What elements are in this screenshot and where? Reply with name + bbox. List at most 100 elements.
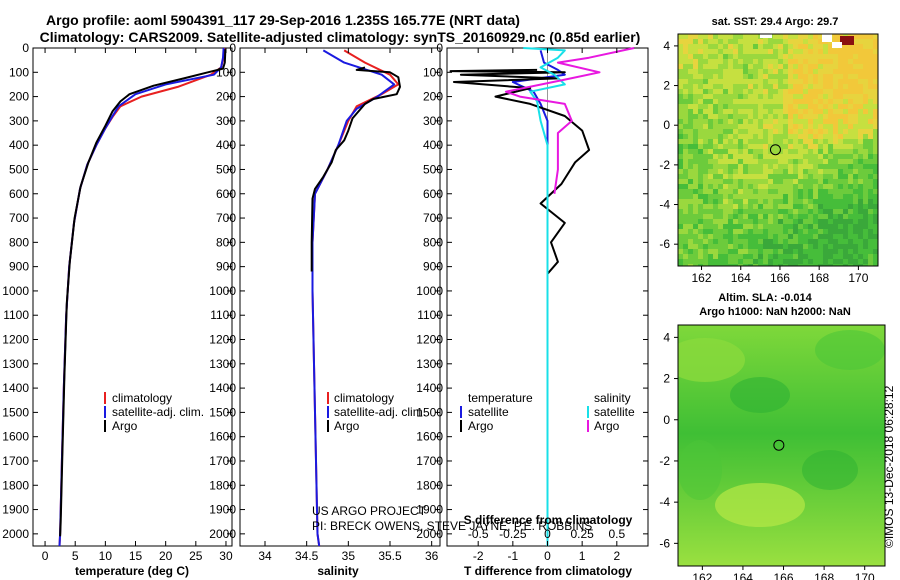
- sst-cell: [798, 154, 804, 160]
- sst-cell: [743, 149, 749, 155]
- sst-cell: [738, 194, 744, 200]
- sst-cell: [738, 64, 744, 70]
- sst-cell: [838, 184, 844, 190]
- sst-cell: [733, 114, 739, 120]
- sst-cell: [683, 94, 689, 100]
- sst-cell: [843, 54, 849, 60]
- sst-cell: [748, 44, 754, 50]
- sst-cell: [703, 259, 709, 265]
- sst-cell: [728, 169, 734, 175]
- sla-argo-position-marker: [773, 439, 785, 451]
- sst-cell: [828, 99, 834, 105]
- sst-cell: [778, 244, 784, 250]
- sst-cell: [768, 164, 774, 170]
- sst-cell: [873, 249, 878, 255]
- sst-cell: [863, 44, 869, 50]
- sst-cell: [703, 184, 709, 190]
- sst-cell: [803, 199, 809, 205]
- sst-cell: [678, 204, 684, 210]
- sst-cell: [868, 189, 874, 195]
- sst-cell: [733, 149, 739, 155]
- sst-cell: [798, 244, 804, 250]
- sst-cell: [778, 134, 784, 140]
- sst-cell: [848, 244, 854, 250]
- sst-cell: [723, 159, 729, 165]
- difference-x-ticks: -2 -1 0 1 2-0.5 -0.25 0 0.25 0.5: [468, 48, 625, 563]
- sst-cell: [688, 204, 694, 210]
- sst-cell: [783, 69, 789, 75]
- y-tick-label: 700: [423, 211, 443, 225]
- sst-cell: [713, 259, 719, 265]
- difference-y-ticks: 0100200300400500600700800900100011001200…: [416, 41, 648, 541]
- sst-cell: [848, 144, 854, 150]
- sst-cell: [858, 179, 864, 185]
- sst-cell: [808, 184, 814, 190]
- sst-cell: [748, 69, 754, 75]
- sst-cell: [873, 64, 878, 70]
- sst-cell: [848, 134, 854, 140]
- sst-cell: [758, 219, 764, 225]
- sst-cell: [753, 214, 759, 220]
- sst-cell: [868, 94, 874, 100]
- sst-cell: [773, 54, 779, 60]
- sst-cell: [803, 159, 809, 165]
- sst-cell: [803, 104, 809, 110]
- sst-cell: [718, 104, 724, 110]
- sst-cell: [743, 259, 749, 265]
- sst-cell: [753, 94, 759, 100]
- sst-cell: [683, 204, 689, 210]
- sst-cell: [688, 114, 694, 120]
- sst-cell: [778, 234, 784, 240]
- sst-cell: [858, 259, 864, 265]
- sst-cell: [723, 139, 729, 145]
- sst-cell: [848, 84, 854, 90]
- sst-cell: [818, 84, 824, 90]
- sst-cell: [843, 139, 849, 145]
- sst-cell: [693, 264, 699, 266]
- sst-cell: [728, 94, 734, 100]
- sst-cell: [758, 254, 764, 260]
- sst-cell: [808, 154, 814, 160]
- sst-cell: [853, 249, 859, 255]
- map-y-tick-label: 0: [663, 413, 670, 427]
- sst-cell: [773, 99, 779, 105]
- sst-cell: [803, 134, 809, 140]
- sst-cell: [838, 209, 844, 215]
- sst-cell: [818, 54, 824, 60]
- sst-cell: [868, 124, 874, 130]
- sst-cell: [818, 134, 824, 140]
- sst-cell: [808, 69, 814, 75]
- y-tick-label: 200: [216, 90, 236, 104]
- sst-cell: [733, 169, 739, 175]
- sst-cell: [688, 224, 694, 230]
- sst-cell: [713, 144, 719, 150]
- sst-cell: [718, 79, 724, 85]
- legend-argo: Argo: [334, 419, 360, 433]
- sst-cell: [698, 219, 704, 225]
- sst-cell: [748, 249, 754, 255]
- sst-cell: [818, 204, 824, 210]
- legend-satellite: satellite-adj. clim.: [334, 405, 426, 419]
- sst-cell: [713, 264, 719, 266]
- sst-cell: [733, 49, 739, 55]
- sst-cell: [758, 139, 764, 145]
- sst-cell: [873, 109, 878, 115]
- sst-cell: [723, 109, 729, 115]
- sst-cell: [688, 124, 694, 130]
- sst-cell: [798, 199, 804, 205]
- sst-cell: [803, 189, 809, 195]
- sst-cell: [743, 214, 749, 220]
- sst-cell: [858, 69, 864, 75]
- sst-cell: [828, 79, 834, 85]
- sst-cell: [758, 129, 764, 135]
- sst-cell: [838, 219, 844, 225]
- sst-cell: [763, 234, 769, 240]
- sst-cell: [688, 254, 694, 260]
- x-tick-label: 34.5: [295, 549, 319, 563]
- sst-cell: [778, 144, 784, 150]
- sst-cell: [778, 59, 784, 65]
- sst-cell: [773, 79, 779, 85]
- sst-cell: [743, 49, 749, 55]
- sst-cell: [678, 224, 684, 230]
- sst-cell: [783, 74, 789, 80]
